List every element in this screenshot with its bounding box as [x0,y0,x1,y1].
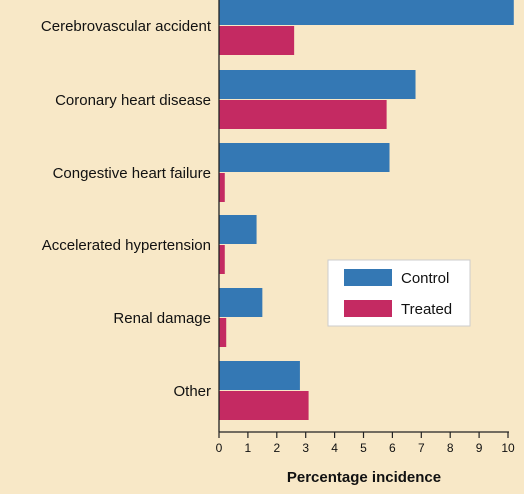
x-tick-label-7: 7 [418,441,425,455]
category-label-coronary-heart-disease: Coronary heart disease [55,92,211,109]
bars-layer [219,0,514,420]
bar-control-accelerated-hypertension [219,215,257,244]
x-tick-label-1: 1 [245,441,252,455]
bar-control-renal-damage [219,288,263,317]
bar-treated-cerebrovascular-accident [219,26,295,55]
legend: Control Treated [327,259,471,327]
category-labels: Cerebrovascular accident Coronary heart d… [41,18,212,400]
x-tick-label-4: 4 [331,441,338,455]
category-label-congestive-heart-failure: Congestive heart failure [53,165,211,182]
bar-control-coronary-heart-disease [219,70,416,99]
legend-swatch-control [344,269,392,286]
x-ticks: 0 1 2 3 4 5 6 7 8 9 10 [216,432,515,455]
legend-label-treated: Treated [401,301,452,318]
bar-control-other [219,361,300,390]
bar-treated-coronary-heart-disease [219,100,387,129]
legend-swatch-treated [344,300,392,317]
x-tick-label-5: 5 [360,441,367,455]
x-tick-label-3: 3 [302,441,309,455]
x-tick-label-2: 2 [273,441,280,455]
x-axis-label: Percentage incidence [287,469,441,486]
category-label-other: Other [173,383,211,400]
bar-treated-accelerated-hypertension [219,245,225,274]
legend-label-control: Control [401,270,449,287]
x-tick-label-10: 10 [501,441,515,455]
bar-treated-renal-damage [219,318,227,347]
bar-treated-congestive-heart-failure [219,173,225,202]
x-tick-label-0: 0 [216,441,223,455]
category-label-renal-damage: Renal damage [113,310,211,327]
category-label-cerebrovascular-accident: Cerebrovascular accident [41,18,212,35]
bar-control-cerebrovascular-accident [219,0,514,25]
x-tick-label-9: 9 [476,441,483,455]
x-tick-label-6: 6 [389,441,396,455]
x-tick-label-8: 8 [447,441,454,455]
category-label-accelerated-hypertension: Accelerated hypertension [42,237,211,254]
bar-treated-other [219,391,309,420]
bar-control-congestive-heart-failure [219,143,390,172]
